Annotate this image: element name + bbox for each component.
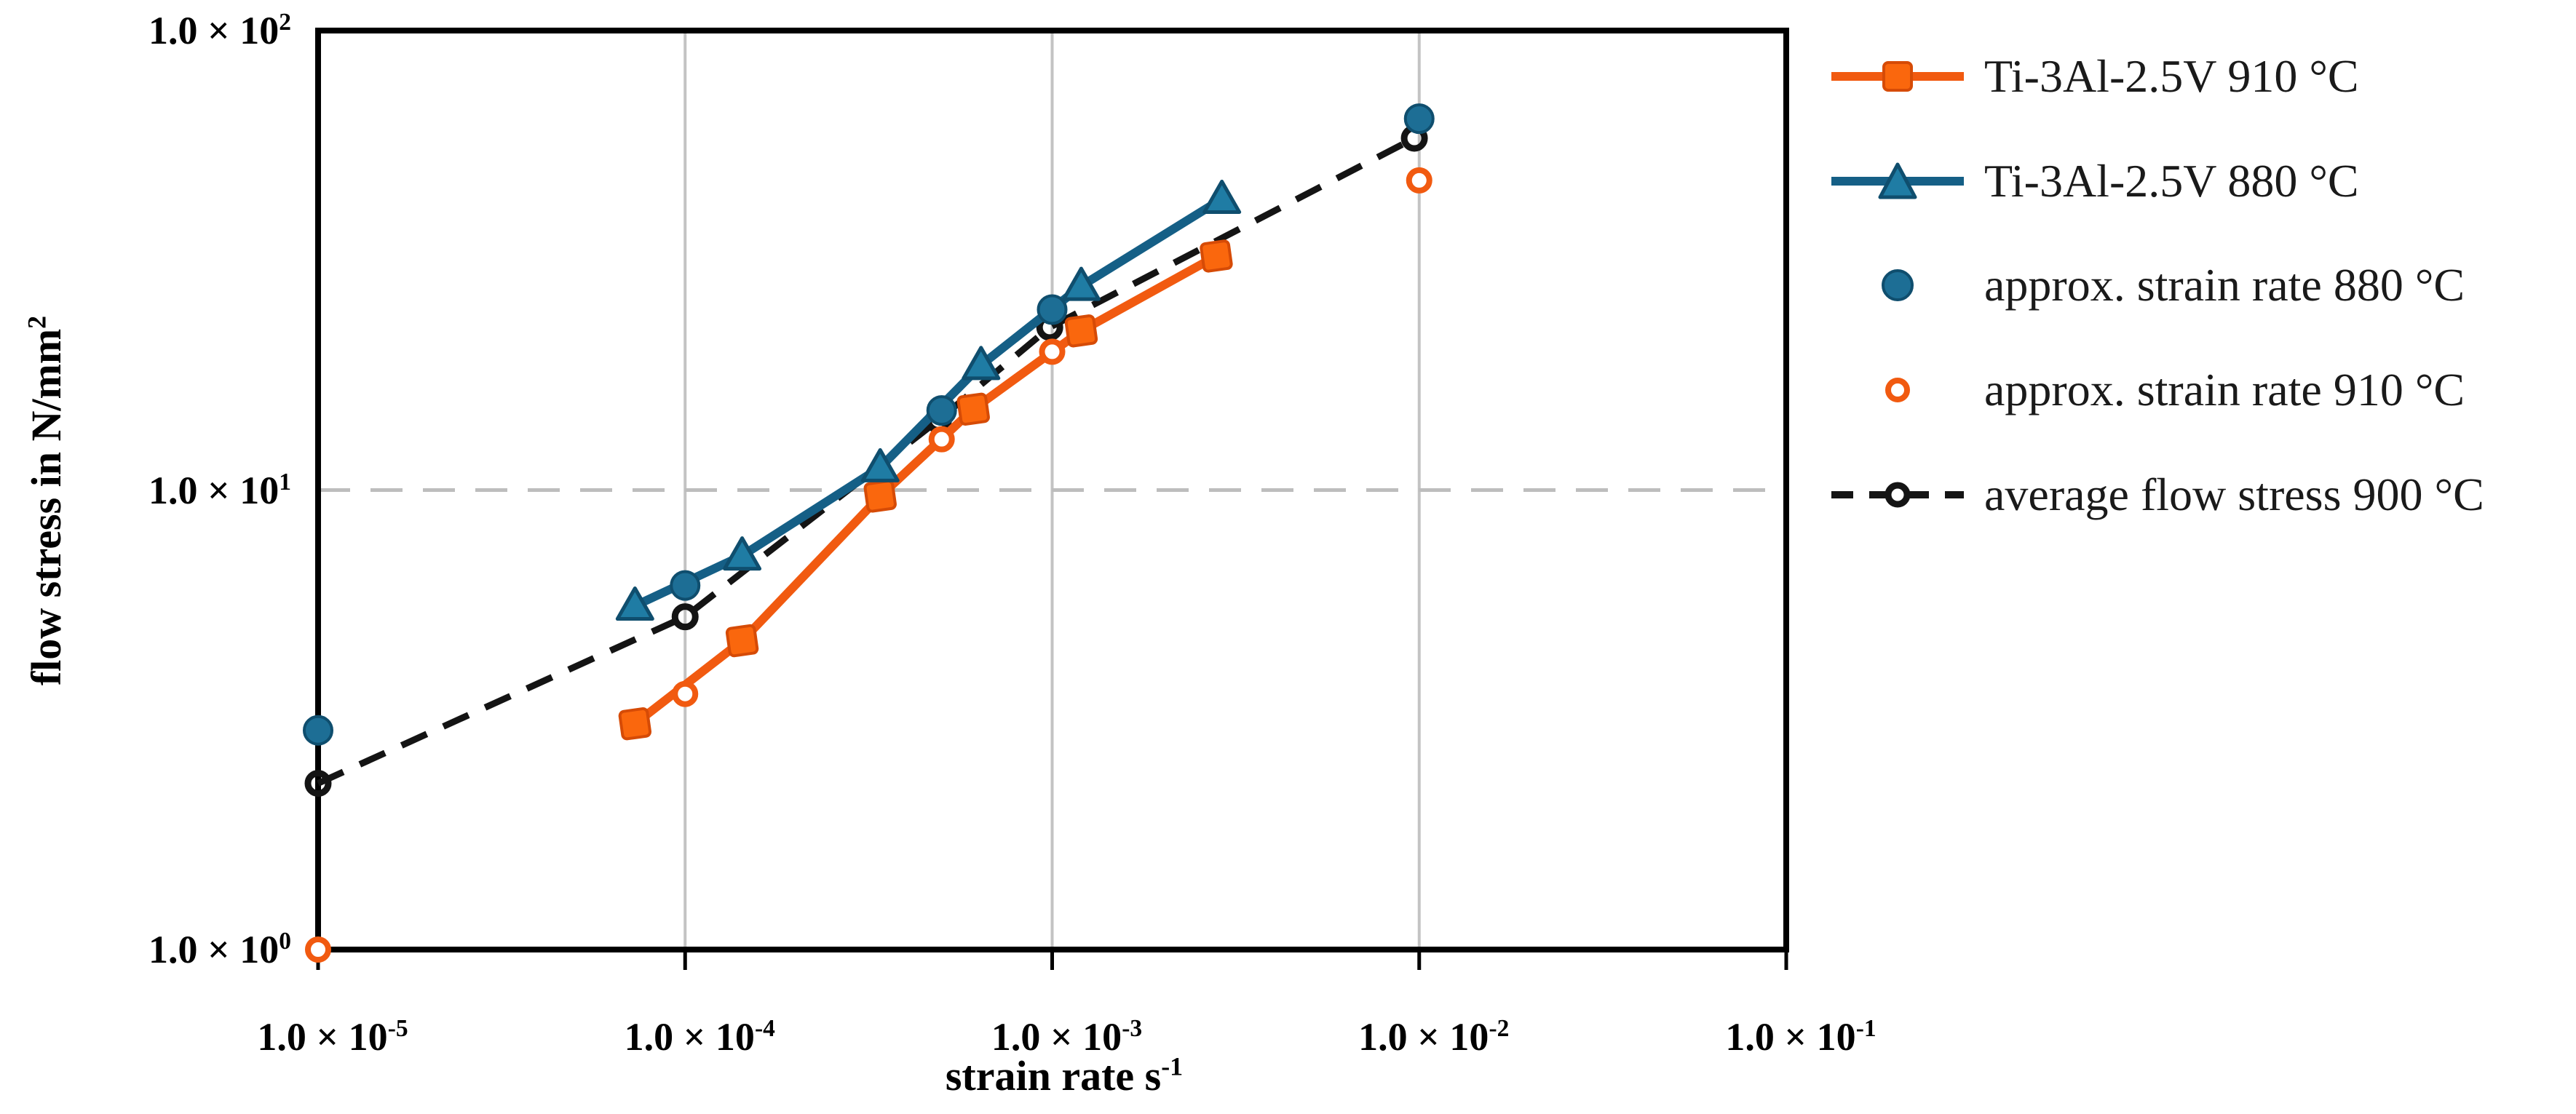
marker-open-circle [672,680,699,707]
marker-filled-circle [1037,294,1068,325]
y-tick-label: 1.0 × 101 [148,468,291,512]
marker-square [1200,239,1233,273]
legend-triangle-icon [1878,162,1917,199]
marker-open-circle [1406,167,1432,194]
x-tick-label: 1.0 × 10-3 [991,1015,1143,1059]
marker-open-circle [928,426,955,453]
marker-triangle [1202,179,1242,214]
x-axis-title-text: strain rate s [945,1052,1162,1099]
marker-triangle [962,346,1001,381]
y-axis-title-sup: 2 [22,315,52,329]
marker-square [1064,314,1098,348]
marker-filled-circle [303,715,333,746]
marker-filled-circle [1403,103,1435,135]
legend-label: Ti-3Al-2.5V 880 °C [1984,155,2359,207]
x-axis-title-sup: -1 [1161,1051,1184,1081]
legend-marker-open-circle-icon [1885,378,1910,402]
legend-marker-triangle-icon [1831,162,1964,199]
x-axis-title: strain rate s-1 [945,1051,1184,1099]
legend-filled-circle-icon [1882,269,1914,301]
marker-triangle [615,586,654,621]
legend-marker-filled-circle-icon [1882,269,1914,301]
legend-label: average flow stress 900 °C [1984,469,2484,520]
legend-label: approx. strain rate 880 °C [1984,259,2465,311]
marker-open-circle [304,770,332,797]
marker-open-circle [671,603,699,631]
y-axis-title: flow stress in N/mm2 [22,315,70,686]
marker-triangle [1061,266,1101,301]
x-tick-label: 1.0 × 10-2 [1358,1015,1510,1059]
legend-row: Ti-3Al-2.5V 910 °C [1828,41,2359,111]
x-tick-label: 1.0 × 10-4 [624,1015,775,1059]
legend-row: approx. strain rate 910 °C [1828,355,2465,425]
y-tick-label: 1.0 × 100 [148,928,291,971]
legend-marker-open-circle-icon [1831,482,1964,508]
marker-square [956,392,990,426]
marker-square [863,480,897,513]
marker-square [618,707,652,741]
legend-row: average flow stress 900 °C [1828,460,2484,530]
marker-triangle [723,536,762,571]
x-tick-label: 1.0 × 10-1 [1725,1015,1876,1059]
series-line [633,195,1224,610]
marker-open-circle [1039,338,1066,365]
legend-label: approx. strain rate 910 °C [1984,364,2465,415]
series-line [317,135,1416,787]
y-axis-title-text: flow stress in N/mm [23,328,70,686]
legend-marker-square-icon [1831,61,1964,92]
legend-row: Ti-3Al-2.5V 880 °C [1828,146,2359,216]
y-tick-label: 1.0 × 102 [148,9,291,52]
marker-filled-circle [926,395,957,426]
marker-triangle [860,447,900,482]
legend-square-icon [1882,61,1913,92]
series-line [632,252,1218,728]
x-tick-label: 1.0 × 10-5 [257,1015,408,1059]
marker-square [725,624,759,658]
marker-open-circle [305,936,331,963]
legend-open-circle-icon [1885,378,1910,402]
marker-filled-circle [670,570,701,601]
legend-open-circle-icon [1885,482,1911,508]
legend-row: approx. strain rate 880 °C [1828,250,2465,320]
legend-label: Ti-3Al-2.5V 910 °C [1984,50,2359,102]
